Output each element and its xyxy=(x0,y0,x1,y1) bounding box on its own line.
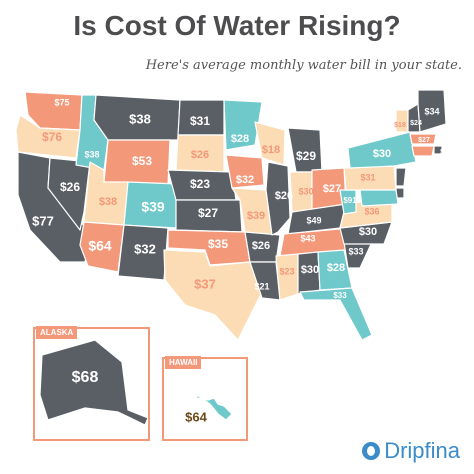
state-fl xyxy=(299,287,373,341)
state-value-tn: $43 xyxy=(300,233,315,243)
state-value-wy: $53 xyxy=(132,154,152,168)
water-drop-icon xyxy=(362,442,381,460)
brand-logo: Dripfina xyxy=(362,438,460,464)
state-value-mn: $28 xyxy=(231,133,249,145)
state-value-la: $21 xyxy=(254,281,269,291)
state-value-nh: $24 xyxy=(410,120,422,127)
page-subtitle: Here's average monthly water bill in you… xyxy=(145,58,462,73)
state-value-ky: $49 xyxy=(306,215,321,225)
state-value-ak: $68 xyxy=(72,369,99,386)
state-value-vt: $18 xyxy=(394,122,406,129)
state-value-wi: $18 xyxy=(262,144,280,156)
state-ri xyxy=(433,145,443,155)
state-ak xyxy=(39,339,149,426)
state-value-fl: $33 xyxy=(333,291,347,300)
state-az xyxy=(79,221,125,273)
alaska-inset-frame xyxy=(33,327,150,441)
state-value-ms: $23 xyxy=(279,266,294,276)
state-value-de: $46 xyxy=(414,201,426,208)
state-value-nj: $69 xyxy=(413,165,425,172)
state-ia xyxy=(225,154,265,189)
state-value-ct: $72 xyxy=(434,155,446,162)
state-or xyxy=(15,114,81,159)
state-value-al: $30 xyxy=(301,264,319,276)
state-value-ca: $77 xyxy=(32,213,54,228)
state-value-wa: $75 xyxy=(54,97,69,107)
state-value-id: $38 xyxy=(84,149,99,159)
state-ms xyxy=(275,253,299,301)
state-value-oh: $27 xyxy=(323,183,341,195)
alaska-inset-label: ALASKA xyxy=(36,326,78,339)
state-value-il: $26 xyxy=(275,190,293,202)
state-hi xyxy=(191,391,233,421)
state-value-wv: $91 xyxy=(343,196,357,205)
state-value-pa: $31 xyxy=(360,172,375,182)
hawaii-inset-frame xyxy=(162,357,248,441)
state-value-in: $30 xyxy=(298,186,313,196)
state-value-me: $34 xyxy=(424,106,439,116)
state-nj xyxy=(395,167,407,187)
state-value-ma: $27 xyxy=(418,137,430,144)
state-value-ia: $32 xyxy=(236,174,254,186)
state-value-az: $64 xyxy=(88,238,112,254)
state-mn xyxy=(223,99,263,151)
state-value-hi: $64 xyxy=(185,409,207,424)
state-value-ut: $38 xyxy=(99,196,117,208)
state-ny xyxy=(347,131,417,169)
page-title: Is Cost Of Water Rising? xyxy=(73,10,401,41)
state-value-co: $39 xyxy=(141,199,165,215)
state-tx xyxy=(163,249,263,341)
state-value-mi: $29 xyxy=(296,149,316,163)
state-ct xyxy=(411,145,435,157)
state-md xyxy=(359,189,399,207)
state-value-ri: $32 xyxy=(440,149,452,156)
state-value-sd: $26 xyxy=(191,149,209,161)
state-value-or: $76 xyxy=(42,130,62,144)
state-value-sc: $33 xyxy=(348,246,363,256)
state-value-tx: $37 xyxy=(194,276,216,291)
state-value-nd: $31 xyxy=(190,114,210,128)
state-value-mt: $38 xyxy=(129,111,151,126)
state-value-ar: $26 xyxy=(252,240,270,252)
state-value-nc: $30 xyxy=(359,226,377,238)
state-value-ny: $30 xyxy=(373,148,391,160)
state-value-ks: $27 xyxy=(198,206,218,220)
state-il xyxy=(265,161,291,236)
state-value-ne: $23 xyxy=(190,177,210,191)
state-value-nm: $32 xyxy=(134,241,156,256)
state-value-va: $36 xyxy=(364,206,379,216)
state-value-nv: $26 xyxy=(60,180,80,194)
hawaii-inset-label: HAWAII xyxy=(165,356,202,369)
state-me xyxy=(417,89,447,133)
state-nm xyxy=(117,224,169,281)
state-value-md: $46 xyxy=(400,209,412,216)
state-value-mo: $39 xyxy=(247,210,265,222)
brand-name: Dripfina xyxy=(384,438,460,463)
state-ma xyxy=(409,133,437,145)
state-value-ga: $28 xyxy=(327,262,345,274)
state-value-ok: $35 xyxy=(208,237,228,251)
